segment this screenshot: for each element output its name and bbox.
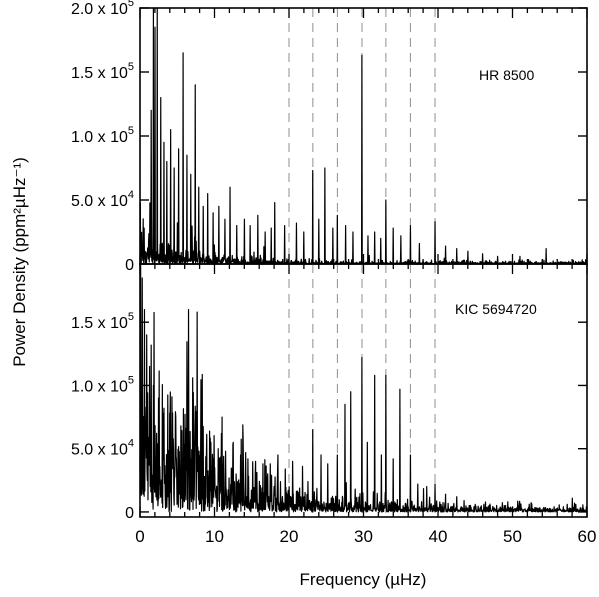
top-y-axis-ticks: 0 5.0 x 104 1.0 x 105 1.5 x 105 2.0 x 105: [71, 0, 587, 274]
hr8500-label: HR 8500: [479, 67, 534, 83]
y-tick-label: 1.0 x 105: [71, 125, 134, 146]
x-tick-label: 50: [503, 527, 522, 546]
y-tick-label: 0: [125, 505, 134, 522]
kic5694720-label: KIC 5694720: [455, 301, 537, 317]
hr8500-power-spectrum-trace: [139, 7, 588, 265]
x-tick-label: 40: [429, 527, 448, 546]
y-tick-label: 1.5 x 105: [71, 61, 134, 82]
bottom-y-axis-ticks: 0 5.0 x 104 1.0 x 105 1.5 x 105: [71, 311, 587, 522]
panel-kic5694720: 0 5.0 x 104 1.0 x 105 1.5 x 105 0 10 20 30 40 50…: [71, 263, 596, 546]
x-tick-label: 10: [205, 527, 224, 546]
x-tick-label: 30: [354, 527, 373, 546]
top-x-axis-ticks: [139, 8, 588, 264]
y-axis-label: Power Density (ppm²µHz⁻¹): [10, 157, 29, 367]
bottom-x-axis-ticks: 0 10 20 30 40 50 60: [135, 264, 596, 546]
x-tick-label: 0: [135, 527, 144, 546]
x-axis-label: Frequency (µHz): [300, 570, 427, 589]
y-tick-label: 5.0 x 104: [71, 438, 134, 459]
x-tick-label: 60: [578, 527, 597, 546]
panel-hr8500: 0 5.0 x 104 1.0 x 105 1.5 x 105 2.0 x 105 HR…: [71, 0, 588, 274]
y-tick-label: 5.0 x 104: [71, 189, 134, 210]
y-tick-label: 1.5 x 105: [71, 311, 134, 332]
y-tick-label: 2.0 x 105: [71, 0, 134, 18]
y-tick-label: 0: [125, 257, 134, 274]
x-tick-label: 20: [280, 527, 299, 546]
y-tick-label: 1.0 x 105: [71, 374, 134, 395]
